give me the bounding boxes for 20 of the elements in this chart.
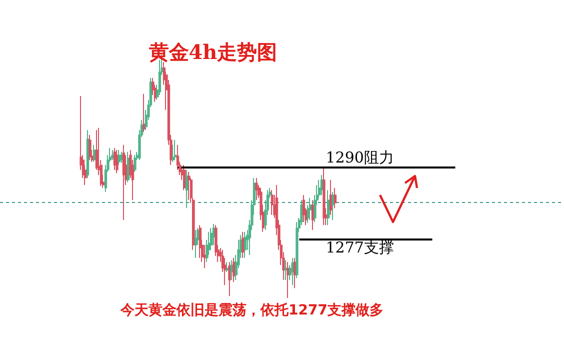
candlestick xyxy=(255,177,258,201)
text: 今天黄金依旧是震荡，依托1277支撑做多 xyxy=(120,302,384,319)
candlestick xyxy=(188,171,190,201)
candlestick xyxy=(120,151,123,164)
candlestick xyxy=(88,134,92,160)
chart-title: 黄金4h走势图 xyxy=(148,40,278,64)
ref-line-label: 1290阻力 xyxy=(326,148,394,166)
ref-line-label: 1277支撑 xyxy=(326,238,394,256)
candlestick xyxy=(309,197,312,220)
candlestick xyxy=(93,144,96,162)
candlestick xyxy=(286,262,290,299)
candlestick xyxy=(291,257,294,286)
candlestick xyxy=(270,190,274,216)
candlestick xyxy=(116,149,118,174)
candlestick xyxy=(334,187,337,209)
candlestick xyxy=(327,190,330,226)
candlestick xyxy=(194,229,198,258)
candlestick xyxy=(111,149,114,160)
candlestick xyxy=(185,169,188,209)
candlestick xyxy=(174,140,177,160)
